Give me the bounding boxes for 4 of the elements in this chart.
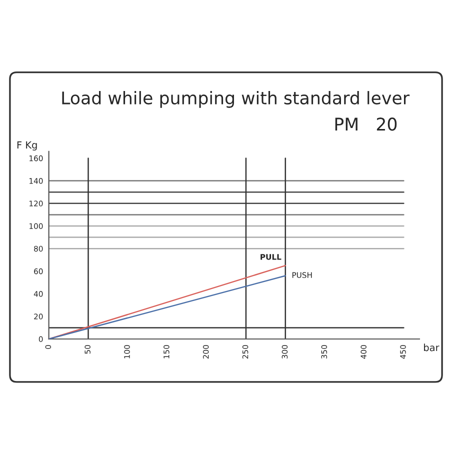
- y-axis-title: F Kg: [17, 141, 37, 150]
- chart-title: Load while pumping with standard lever: [62, 91, 410, 108]
- x-axis-title: bar: [424, 344, 440, 352]
- chart-subtitle: PM 20: [335, 118, 397, 131]
